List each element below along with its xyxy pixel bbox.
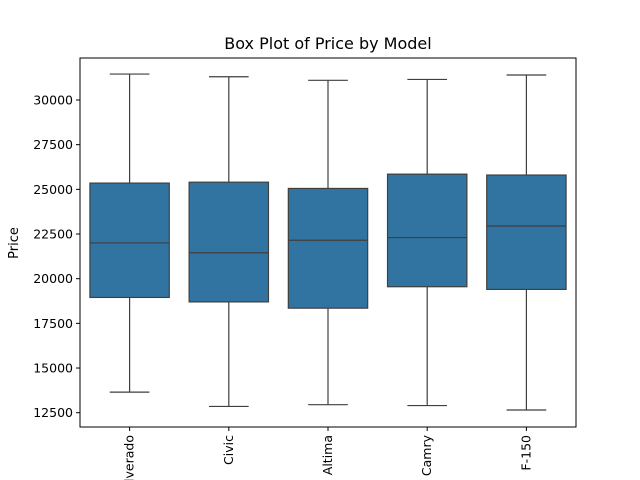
box-camry (386, 173, 468, 288)
x-tick-label-camry: Camry (419, 434, 434, 476)
y-axis-label: Price (7, 227, 22, 259)
x-tick-label-f-150: F-150 (518, 435, 533, 471)
y-tick-label-17500: 17500 (33, 316, 73, 331)
box-civic (188, 181, 270, 303)
x-tick-label-civic: Civic (221, 435, 236, 465)
y-tick-label-15000: 15000 (33, 361, 73, 376)
y-tick-label-27500: 27500 (33, 137, 73, 152)
chart-title: Box Plot of Price by Model (224, 34, 431, 53)
y-tick-label-12500: 12500 (33, 405, 73, 420)
box-group-civic (188, 76, 270, 408)
boxes-layer (89, 73, 567, 411)
box-f-150 (486, 174, 567, 291)
x-tick-label-altima: Altima (320, 435, 335, 475)
box-silverado (89, 182, 170, 299)
y-tick-label-30000: 30000 (33, 92, 73, 107)
plot-frame (79, 57, 577, 428)
box-group-silverado (89, 73, 170, 393)
y-tick-label-25000: 25000 (33, 182, 73, 197)
box-group-f-150 (486, 74, 567, 411)
y-tick-label-20000: 20000 (33, 271, 73, 286)
box-group-altima (287, 79, 369, 406)
x-tick-label-silverado: Silverado (122, 435, 137, 480)
y-tick-label-22500: 22500 (33, 227, 73, 242)
box-group-camry (386, 78, 468, 407)
ticks-layer: Silverado Civic Altima Camry F-150 12500 15000… (33, 92, 533, 480)
box-altima (287, 187, 369, 309)
